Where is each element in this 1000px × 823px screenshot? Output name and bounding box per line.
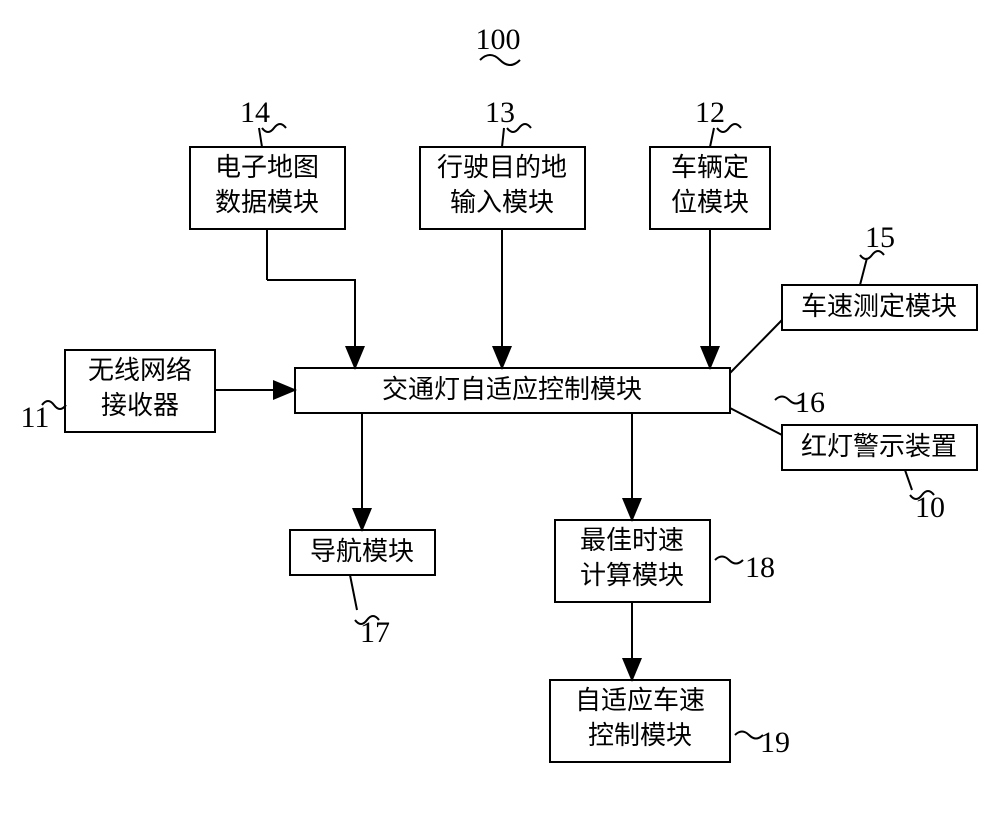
ref-15: 15: [865, 221, 895, 254]
svg-text:控制模块: 控制模块: [588, 721, 692, 750]
svg-text:位模块: 位模块: [671, 188, 749, 217]
svg-text:计算模块: 计算模块: [580, 561, 684, 590]
ref-11: 11: [21, 401, 50, 434]
ref-19: 19: [760, 726, 790, 759]
svg-text:红灯警示装置: 红灯警示装置: [801, 432, 957, 461]
svg-text:数据模块: 数据模块: [215, 188, 319, 217]
svg-text:交通灯自适应控制模块: 交通灯自适应控制模块: [382, 375, 642, 404]
ref-12: 12: [695, 96, 725, 129]
node-11: 无线网络 接收器 11: [21, 350, 215, 434]
svg-text:无线网络: 无线网络: [88, 356, 192, 385]
node-18: 最佳时速 计算模块 18: [555, 520, 775, 602]
svg-text:车速测定模块: 车速测定模块: [801, 292, 957, 321]
svg-text:最佳时速: 最佳时速: [580, 526, 684, 555]
node-13: 13 行驶目的地 输入模块: [420, 96, 585, 229]
edge-15-to-16: [730, 320, 782, 373]
ref-14: 14: [240, 96, 270, 129]
node-12: 12 车辆定 位模块: [650, 96, 770, 229]
node-14: 14 电子地图 数据模块: [190, 96, 345, 229]
svg-text:输入模块: 输入模块: [450, 188, 554, 217]
svg-text:电子地图: 电子地图: [215, 153, 319, 182]
flowchart: 100 14 电子地图 数据模块 13 行驶目的地 输入模块 12 车辆定 位模…: [0, 0, 1000, 823]
node-10: 红灯警示装置 10: [782, 425, 977, 524]
node-19: 自适应车速 控制模块 19: [550, 680, 790, 762]
node-16: 交通灯自适应控制模块 16: [295, 368, 825, 419]
ref-10: 10: [915, 491, 945, 524]
ref-13: 13: [485, 96, 515, 129]
node-17: 导航模块 17: [290, 530, 435, 649]
ref-18: 18: [745, 551, 775, 584]
diagram-ref: 100: [476, 23, 521, 56]
svg-text:自适应车速: 自适应车速: [575, 686, 705, 715]
svg-text:导航模块: 导航模块: [310, 537, 414, 566]
ref-17: 17: [360, 616, 390, 649]
node-15: 15 车速测定模块: [782, 221, 977, 330]
edge-16-to-10: [730, 408, 782, 435]
tilde-100: [480, 55, 520, 65]
svg-text:车辆定: 车辆定: [671, 153, 749, 182]
svg-text:接收器: 接收器: [101, 391, 179, 420]
svg-text:行驶目的地: 行驶目的地: [437, 153, 567, 182]
edge-14-to-16: [267, 280, 355, 368]
